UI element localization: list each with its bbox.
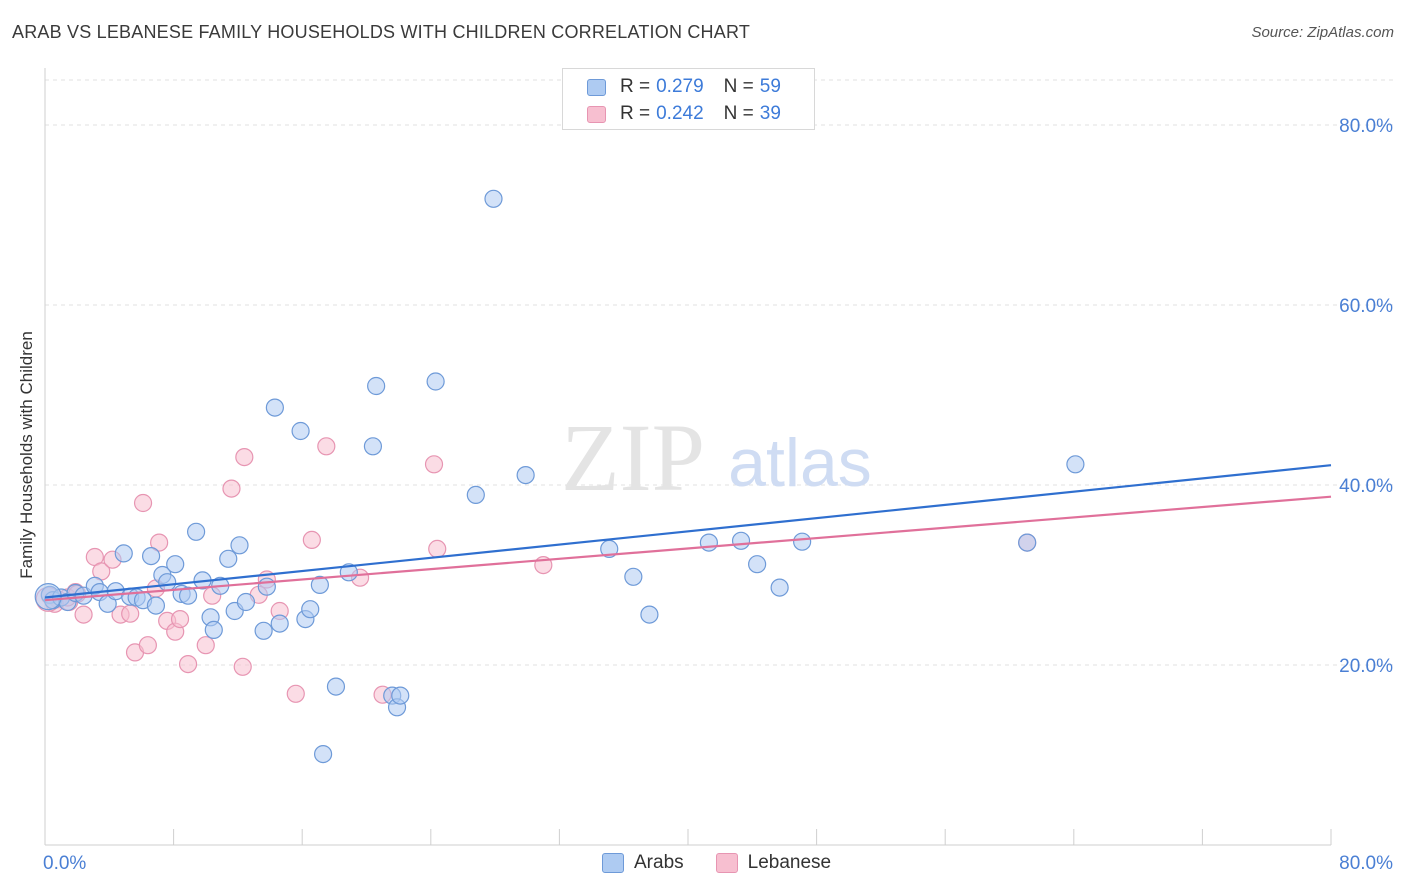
- arab-point: [367, 376, 386, 396]
- arabs-trend-line: [44, 464, 1332, 599]
- arab-point: [484, 189, 503, 208]
- arab-point: [187, 522, 206, 541]
- lebanese-point: [121, 604, 140, 623]
- arabs-swatch: [602, 853, 624, 873]
- arab-point: [391, 686, 410, 705]
- watermark-zip: ZIP: [561, 404, 705, 511]
- arab-point: [516, 466, 535, 485]
- r-value: 0.242: [656, 103, 704, 124]
- arab-point: [310, 575, 329, 595]
- axes: [44, 68, 1332, 846]
- arab-point: [770, 578, 789, 597]
- arab-point: [257, 577, 276, 596]
- n-value: 59: [759, 76, 781, 97]
- r-label: R =: [620, 103, 651, 124]
- arabs-points: [34, 189, 1085, 764]
- y-tick-label: 80.0%: [1339, 116, 1393, 137]
- lebanese-point: [286, 684, 305, 703]
- lebanese-point: [302, 530, 321, 550]
- arab-point: [219, 549, 238, 568]
- arab-point: [158, 573, 177, 592]
- lebanese-point: [235, 448, 254, 467]
- watermark-atlas: atlas: [728, 425, 872, 501]
- lebanese-point: [428, 539, 447, 559]
- r-label: R =: [620, 76, 651, 97]
- lebanese-point: [424, 455, 444, 474]
- arab-point: [466, 485, 485, 504]
- trend-lines: [44, 464, 1332, 602]
- arab-point: [1066, 455, 1085, 474]
- arab-point: [178, 586, 198, 605]
- r-value: 0.279: [656, 76, 704, 97]
- arab-point: [363, 437, 383, 456]
- x-tick-label: 80.0%: [1339, 853, 1393, 874]
- n-value: 39: [759, 103, 781, 124]
- lebanese-point: [196, 636, 215, 655]
- arab-point: [624, 567, 643, 586]
- series-legend: Arabs Lebanese: [602, 852, 863, 874]
- arab-point: [114, 544, 133, 563]
- watermark: ZIP atlas: [561, 404, 872, 511]
- arab-point: [141, 546, 161, 566]
- lebanese-points: [35, 437, 1037, 704]
- arab-point: [301, 600, 320, 619]
- arab-point: [793, 532, 812, 551]
- y-tick-label: 60.0%: [1339, 296, 1393, 317]
- lebanese-point: [170, 609, 190, 629]
- arab-point: [270, 614, 289, 633]
- legend-row-arabs: R = 0.279 N = 59: [587, 75, 781, 99]
- legend-label-arabs: Arabs: [634, 852, 684, 873]
- legend-item-lebanese[interactable]: Lebanese: [715, 852, 832, 874]
- arab-point: [166, 555, 185, 574]
- arab-point: [640, 605, 659, 624]
- arab-point: [426, 372, 445, 391]
- correlation-legend: R = 0.279 N = 59 R = 0.242 N = 39: [562, 68, 815, 130]
- arab-point: [265, 398, 284, 417]
- lebanese-point: [222, 479, 241, 498]
- y-tick-label: 40.0%: [1339, 476, 1393, 497]
- lebanese-swatch: [587, 105, 606, 123]
- x-tick-label: 0.0%: [43, 853, 86, 874]
- arab-point: [313, 744, 333, 764]
- arab-point: [699, 533, 718, 552]
- lebanese-point: [317, 437, 336, 456]
- arab-point: [254, 621, 273, 640]
- arab-point: [326, 677, 346, 696]
- arab-point: [230, 536, 249, 555]
- arab-point: [204, 620, 223, 640]
- lebanese-point: [74, 605, 93, 624]
- arab-point: [731, 531, 751, 550]
- n-label: N =: [723, 76, 754, 97]
- chart-title: ARAB VS LEBANESE FAMILY HOUSEHOLDS WITH …: [12, 22, 751, 42]
- y-tick-label: 20.0%: [1339, 656, 1393, 677]
- n-label: N =: [723, 103, 754, 124]
- arab-point: [291, 421, 310, 441]
- arab-point: [1018, 533, 1037, 552]
- tick-labels: 20.0% 40.0% 60.0% 80.0% 0.0% 80.0%: [43, 116, 1393, 874]
- lebanese-point: [150, 533, 169, 552]
- lebanese-swatch: [715, 853, 738, 873]
- legend-row-lebanese: R = 0.242 N = 39: [587, 102, 781, 126]
- lebanese-point: [178, 654, 198, 674]
- lebanese-point: [133, 493, 153, 513]
- legend-item-arabs[interactable]: Arabs: [602, 852, 684, 874]
- source-label: Source: ZipAtlas.com: [1251, 24, 1394, 41]
- legend-label-lebanese: Lebanese: [747, 852, 832, 873]
- arab-point: [146, 596, 166, 615]
- lebanese-point: [233, 657, 252, 676]
- lebanese-point: [138, 636, 157, 655]
- lebanese-trend-line: [44, 495, 1332, 602]
- arabs-swatch: [587, 78, 606, 96]
- arab-point: [748, 555, 767, 574]
- arab-point: [236, 592, 256, 612]
